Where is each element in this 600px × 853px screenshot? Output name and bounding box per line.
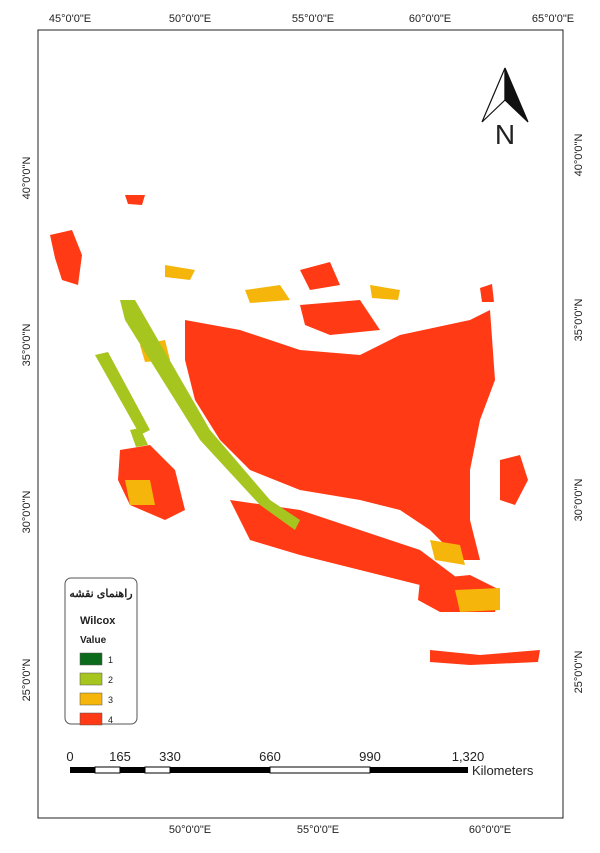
right-latitude-label: 40°0'0"N [573, 134, 585, 177]
top-longitude-label: 50°0'0"E [169, 13, 211, 25]
right-latitude-label: 35°0'0"N [573, 299, 585, 342]
graticule-labels: 45°0'0"E 50°0'0"E 55°0'0"E 60°0'0"E 65°0'0"E… [21, 13, 585, 836]
left-latitude-label: 30°0'0"N [21, 491, 33, 534]
legend-label: 3 [108, 695, 113, 705]
right-latitude-label: 25°0'0"N [573, 651, 585, 694]
scale-label: 0 [66, 749, 73, 764]
top-longitude-label: 60°0'0"E [409, 13, 451, 25]
north-label: N [495, 119, 515, 150]
left-latitude-label: 35°0'0"N [21, 324, 33, 367]
scale-label: 990 [359, 749, 381, 764]
left-latitude-label: 40°0'0"N [21, 157, 33, 200]
left-latitude-label: 25°0'0"N [21, 659, 33, 702]
scale-unit: Kilometers [472, 763, 534, 778]
legend: راهنمای نقشه Wilcox Value 1 2 3 4 [64, 577, 138, 726]
top-longitude-label: 65°0'0"E [532, 13, 574, 25]
legend-items: 1 2 3 4 [79, 652, 113, 726]
right-latitude-label: 30°0'0"N [573, 479, 585, 522]
top-longitude-label: 45°0'0"E [49, 13, 91, 25]
legend-swatch [79, 692, 103, 706]
bottom-longitude-label: 60°0'0"E [469, 824, 511, 836]
legend-swatch [79, 652, 103, 666]
map-features [50, 195, 540, 665]
legend-label: 1 [108, 655, 113, 665]
top-longitude-label: 55°0'0"E [292, 13, 334, 25]
legend-swatch [79, 712, 103, 726]
scale-label: 1,320 [452, 749, 485, 764]
legend-title: راهنمای نقشه [69, 588, 132, 600]
bottom-longitude-label: 55°0'0"E [297, 824, 339, 836]
scale-label: 165 [109, 749, 131, 764]
bottom-longitude-label: 50°0'0"E [169, 824, 211, 836]
legend-swatch [79, 672, 103, 686]
legend-field: Value [80, 635, 107, 646]
north-arrow: N [481, 67, 529, 150]
legend-layer: Wilcox [80, 615, 116, 627]
scale-bar: Kilometers 0 165 330 660 990 1,320 [66, 749, 534, 778]
legend-label: 4 [108, 715, 113, 725]
legend-label: 2 [108, 675, 113, 685]
scale-label: 660 [259, 749, 281, 764]
scale-label: 330 [159, 749, 181, 764]
